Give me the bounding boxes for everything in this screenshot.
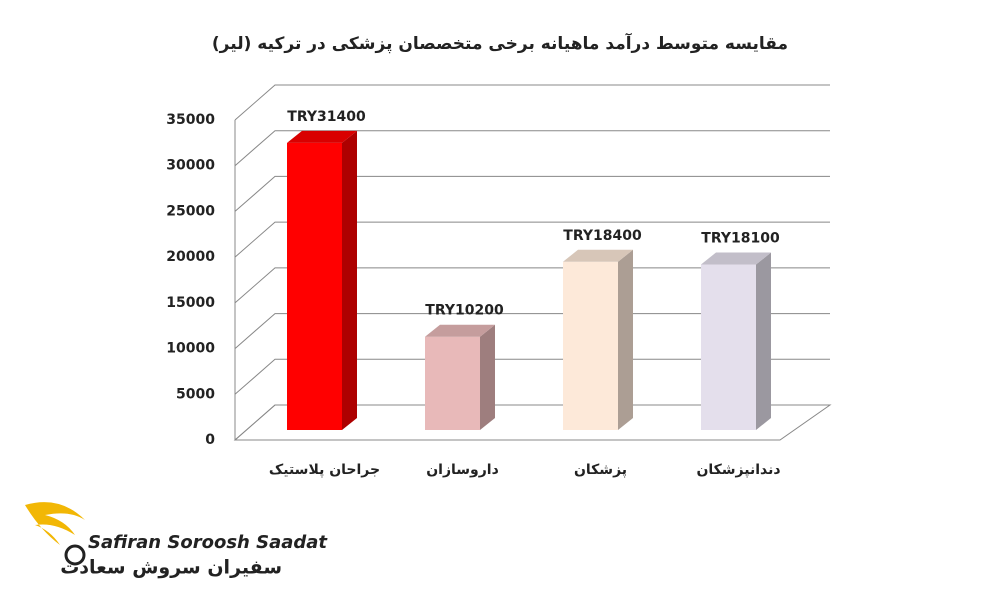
y-tick-label: 30000 — [166, 158, 215, 174]
bar — [701, 264, 756, 430]
logo-ring — [64, 544, 86, 566]
x-tick-label: جراحان پلاستیک — [269, 462, 380, 478]
x-tick-label: داروسازان — [426, 462, 499, 478]
x-tick-label: پزشکان — [574, 462, 627, 478]
grid-line — [234, 84, 830, 121]
bar-top — [701, 252, 771, 265]
y-tick-label: 5000 — [176, 386, 215, 402]
grid-line — [234, 358, 830, 395]
bar-side — [756, 252, 771, 430]
bar-top — [425, 324, 495, 337]
grid-line — [234, 221, 830, 258]
bar-side — [480, 324, 495, 430]
y-tick-label: 35000 — [166, 112, 215, 128]
bar-side — [618, 249, 633, 430]
grid-line — [234, 267, 830, 304]
y-tick-label: 20000 — [166, 249, 215, 265]
y-tick-label: 15000 — [166, 295, 215, 311]
grid-line — [234, 130, 830, 167]
grid-line — [234, 313, 830, 349]
logo: Safiran Soroosh Saadat سفیران سروش سعادت — [25, 502, 328, 579]
grid-line — [234, 404, 830, 441]
y-tick-label: 0 — [205, 432, 215, 448]
bar-top — [287, 130, 357, 143]
grid-line — [234, 175, 830, 212]
y-tick-label: 10000 — [166, 341, 215, 357]
bar-top — [563, 249, 633, 262]
bar — [287, 142, 342, 430]
logo-name-fa: سفیران سروش سعادت — [60, 557, 282, 579]
value-label: TRY31400 — [287, 109, 366, 125]
bar — [563, 261, 618, 430]
chart-title: مقایسه متوسط درآمد ماهیانه برخی متخصصان … — [212, 32, 788, 54]
bar — [425, 336, 480, 430]
value-label: TRY10200 — [425, 303, 504, 319]
y-tick-label: 25000 — [166, 203, 215, 219]
bar-side — [342, 130, 357, 430]
logo-wing — [25, 502, 85, 545]
value-label: TRY18100 — [701, 231, 780, 247]
x-tick-label: دندانپزشکان — [696, 462, 780, 478]
logo-name-en: Safiran Soroosh Saadat — [88, 532, 328, 553]
value-label: TRY18400 — [563, 228, 642, 244]
